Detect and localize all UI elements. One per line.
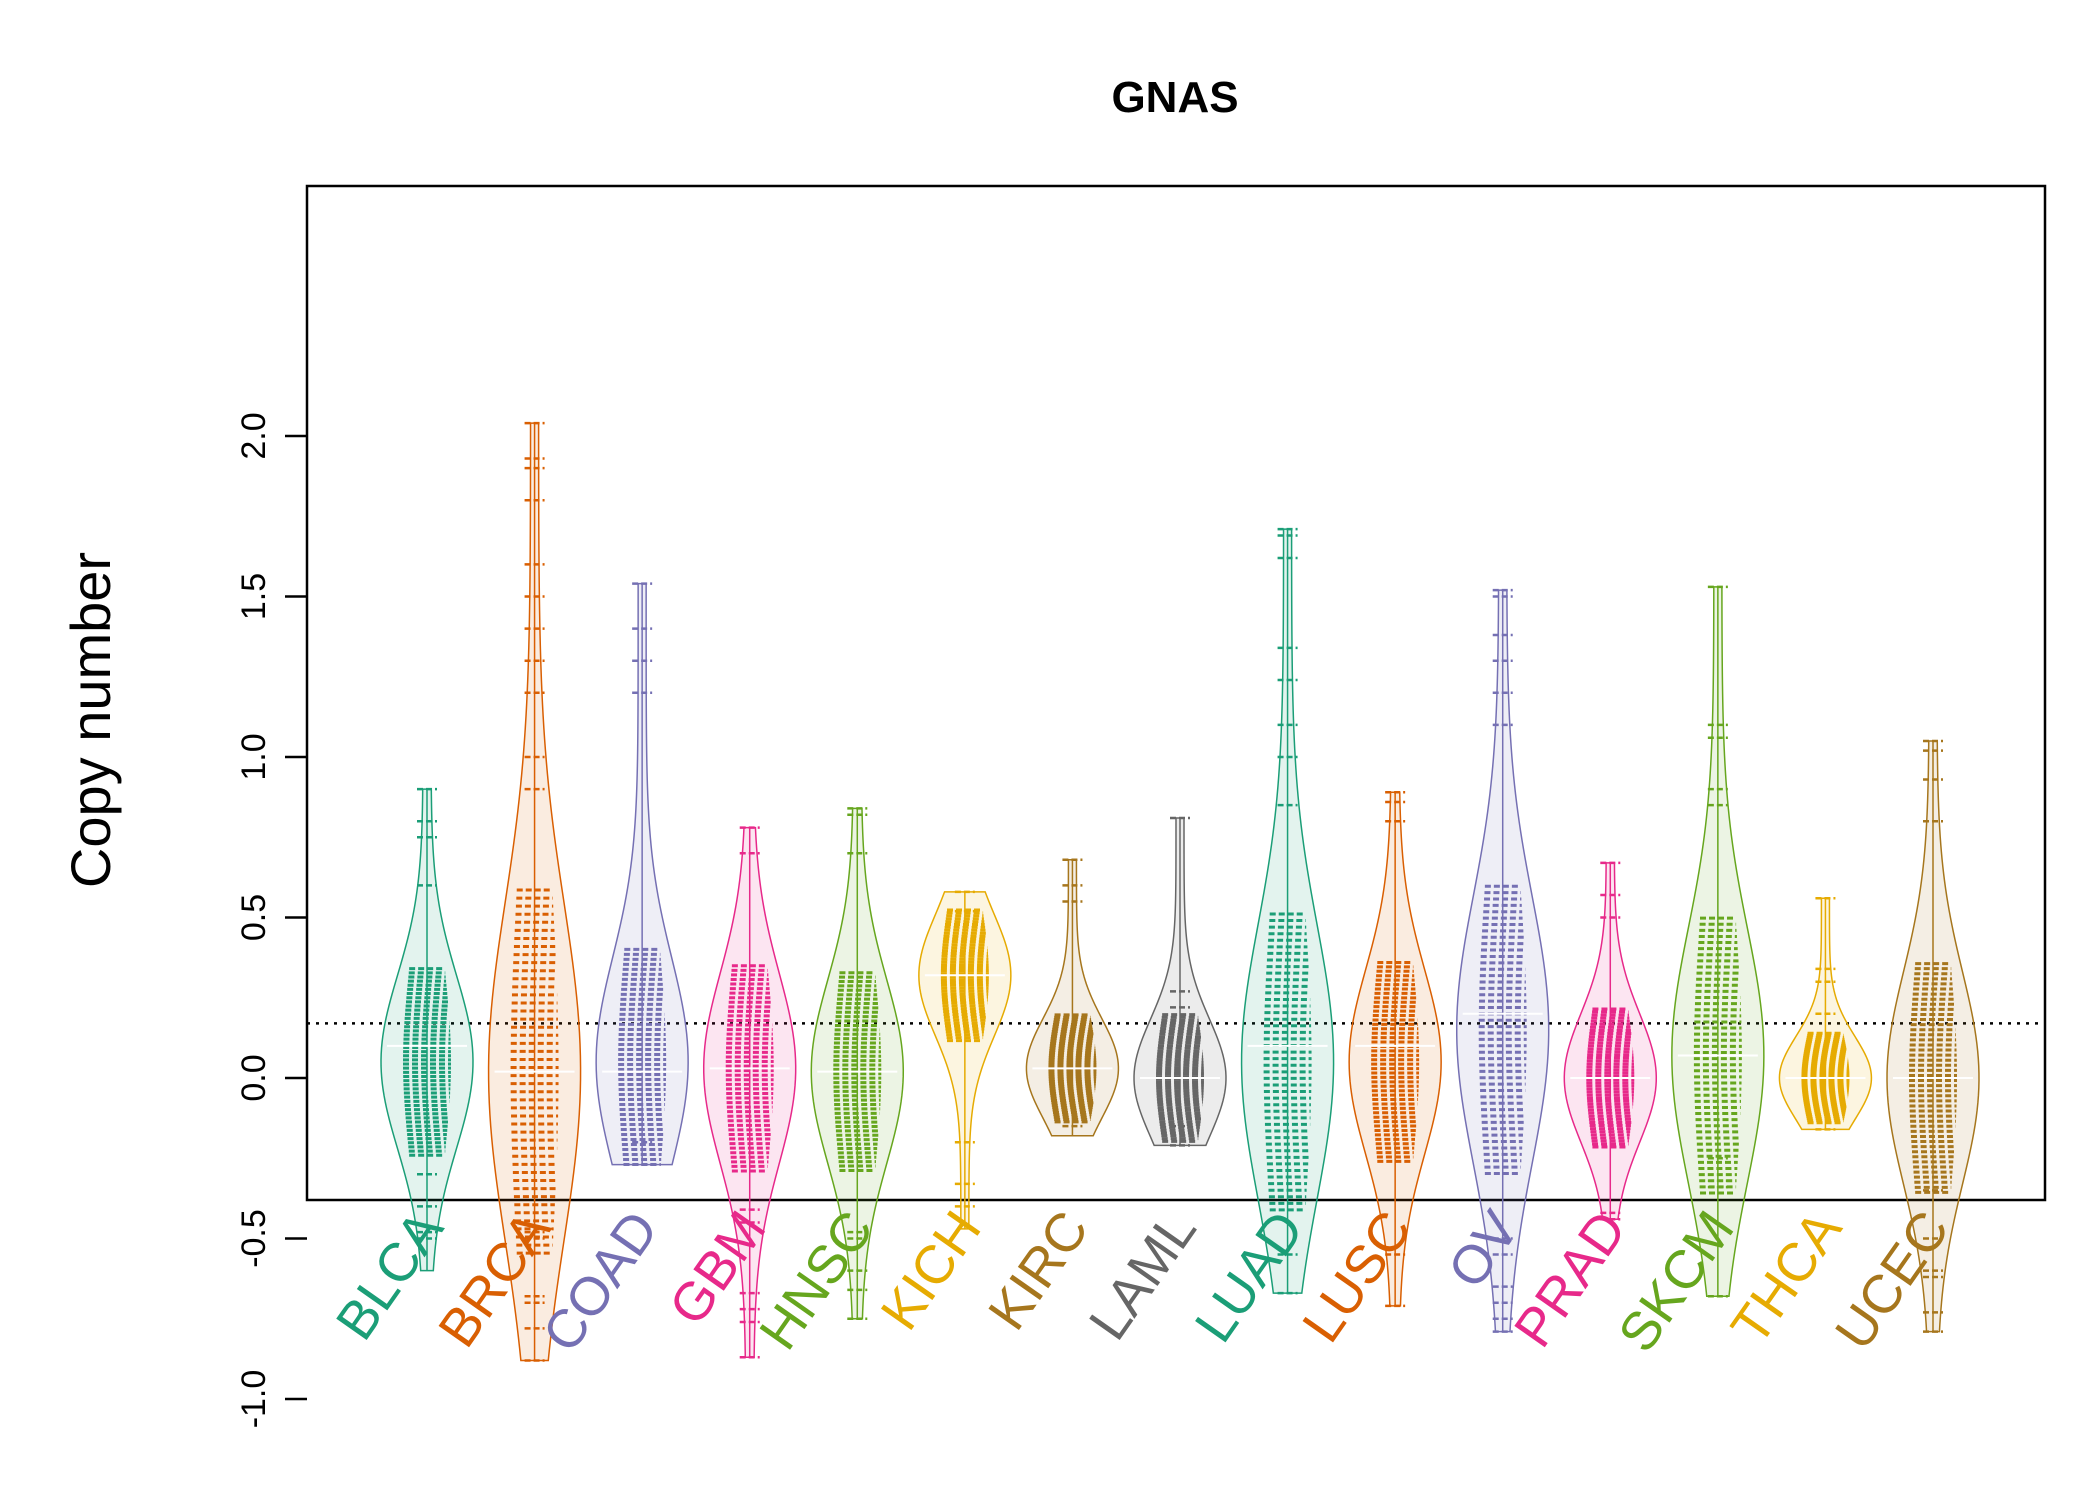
y-tick-label: 0.5 <box>235 894 273 941</box>
bean-ucec <box>1886 739 1980 1333</box>
bean-hnsc <box>810 807 905 1320</box>
bean-brca <box>487 421 582 1362</box>
y-tick-label: 0.0 <box>235 1054 273 1101</box>
bean-blca <box>380 787 474 1272</box>
y-tick-label: 1.0 <box>235 733 273 780</box>
y-tick-label: 2.0 <box>235 412 273 459</box>
bean-skcm <box>1671 585 1765 1298</box>
bean-luad <box>1240 527 1335 1295</box>
bean-kich <box>918 890 1012 1230</box>
plot-frame <box>305 184 2047 1202</box>
bean-lusc <box>1348 791 1442 1308</box>
bean-ov <box>1455 588 1550 1333</box>
x-tick-label-kich: KICH <box>870 1200 993 1340</box>
bean-coad <box>595 582 689 1166</box>
y-axis-label: Copy number <box>59 552 122 888</box>
bean-gbm <box>702 826 797 1359</box>
y-tick-label: -0.5 <box>235 1209 273 1268</box>
y-tick-label: -1.0 <box>235 1370 273 1429</box>
bean-thca <box>1778 896 1873 1131</box>
bean-laml <box>1133 816 1227 1147</box>
y-tick-label: 1.5 <box>235 573 273 620</box>
chart-title: GNAS <box>1111 73 1238 122</box>
bean-kirc <box>1025 858 1120 1137</box>
y-axis: -1.0 -0.5 0.0 0.5 1.0 1.5 2.0 <box>235 412 307 1428</box>
x-tick-label-laml: LAML <box>1078 1200 1208 1350</box>
bean-prad <box>1563 861 1658 1221</box>
beans-layer <box>380 421 1980 1362</box>
